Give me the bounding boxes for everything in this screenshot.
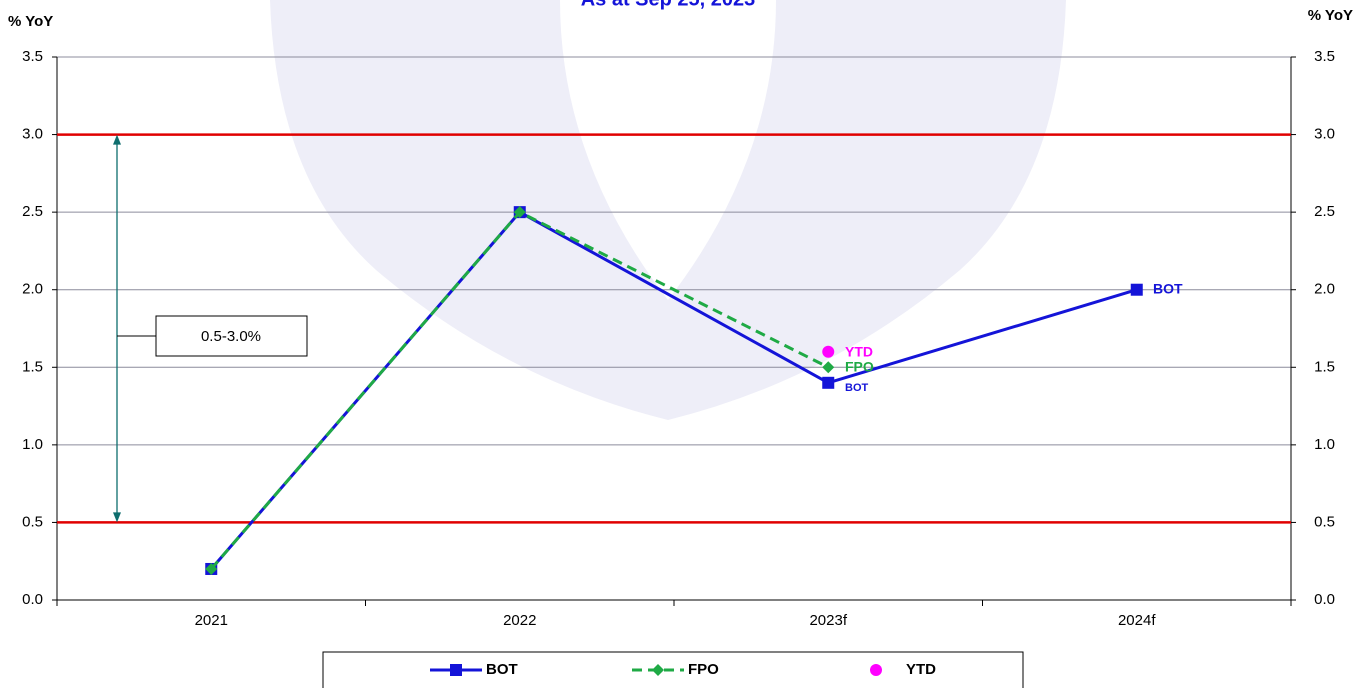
x-tick-label: 2024f xyxy=(1118,612,1156,629)
chart-title: As at Sep 25, 2023 xyxy=(581,0,756,10)
y-tick-label: 0.5 xyxy=(22,513,43,530)
x-tick-label: 2021 xyxy=(195,612,228,629)
annotation: YTD xyxy=(845,344,873,360)
legend-marker xyxy=(652,664,664,676)
annotation: BOT xyxy=(845,382,869,394)
legend-box xyxy=(322,651,1024,693)
y2-axis-label: % YoY xyxy=(1308,7,1353,24)
data-point xyxy=(1130,283,1143,296)
legend-marker xyxy=(450,664,462,676)
annotation-box xyxy=(155,315,308,357)
annotation: FPO xyxy=(845,359,874,375)
y2-tick-label: 3.0 xyxy=(1314,126,1335,143)
data-point xyxy=(822,376,835,389)
x-tick-label: 2022 xyxy=(503,612,536,629)
y2-tick-label: 2.5 xyxy=(1314,203,1335,220)
arrow-head xyxy=(113,512,121,523)
data-point xyxy=(822,361,835,374)
y-tick-label: 3.0 xyxy=(22,126,43,143)
legend-label: FPO xyxy=(688,661,719,678)
x-tick-label: 2023f xyxy=(809,612,847,629)
annotation: BOT xyxy=(1153,280,1183,296)
series-line xyxy=(210,210,1138,570)
y2-tick-label: 1.0 xyxy=(1314,436,1335,453)
y-tick-label: 1.5 xyxy=(22,358,43,375)
y2-tick-label: 0.5 xyxy=(1314,513,1335,530)
watermark xyxy=(270,0,1066,420)
data-point xyxy=(822,345,835,358)
legend-label: BOT xyxy=(486,661,518,678)
arrow-head xyxy=(113,134,121,145)
y-tick-label: 1.0 xyxy=(22,436,43,453)
annotation: 0.5-3.0% xyxy=(201,328,261,345)
y-tick-label: 2.5 xyxy=(22,203,43,220)
legend-marker xyxy=(870,664,882,676)
y2-tick-label: 2.0 xyxy=(1314,281,1335,298)
y2-tick-label: 0.0 xyxy=(1314,591,1335,608)
y-axis-label: % YoY xyxy=(8,13,53,30)
y2-tick-label: 3.5 xyxy=(1314,48,1335,65)
data-point xyxy=(205,562,218,575)
legend-label: YTD xyxy=(906,661,936,678)
y-tick-label: 3.5 xyxy=(22,48,43,65)
y2-tick-label: 1.5 xyxy=(1314,358,1335,375)
y-tick-label: 2.0 xyxy=(22,281,43,298)
y-tick-label: 0.0 xyxy=(22,591,43,608)
data-point xyxy=(513,206,526,219)
